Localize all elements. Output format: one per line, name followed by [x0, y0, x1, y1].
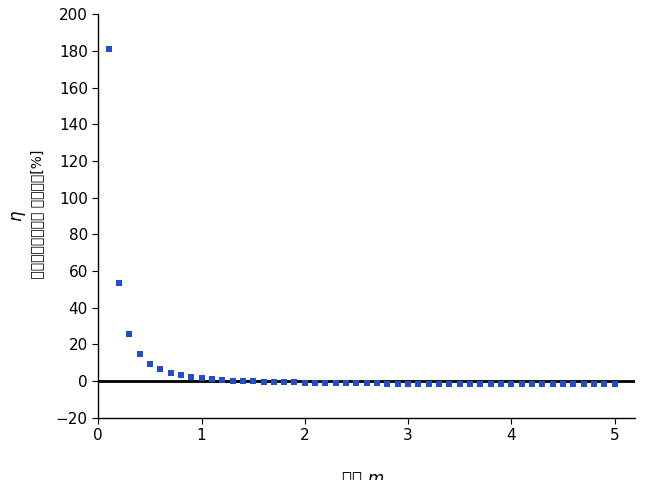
Point	[517, 380, 527, 388]
Point	[527, 380, 537, 388]
Point	[176, 372, 186, 379]
Point	[165, 369, 176, 377]
Point	[455, 380, 465, 388]
Point	[331, 379, 341, 387]
Point	[320, 379, 331, 387]
Point	[383, 380, 393, 387]
Point	[186, 373, 196, 381]
Point	[290, 379, 300, 386]
Point	[485, 380, 496, 388]
Point	[351, 380, 362, 387]
Point	[392, 380, 403, 387]
Point	[248, 378, 259, 385]
Point	[578, 380, 589, 388]
Point	[114, 279, 124, 287]
Point	[424, 380, 434, 387]
Point	[217, 376, 227, 384]
Point	[475, 380, 485, 388]
Point	[341, 379, 351, 387]
Text: $m$: $m$	[367, 470, 384, 480]
Point	[299, 379, 310, 386]
Point	[103, 46, 114, 53]
Point	[444, 380, 455, 388]
Point	[145, 360, 155, 367]
Point	[124, 330, 134, 338]
Point	[548, 380, 558, 388]
Point	[609, 380, 620, 388]
Point	[568, 380, 578, 388]
Point	[227, 377, 238, 384]
Point	[155, 365, 166, 373]
Point	[206, 375, 217, 383]
Point	[403, 380, 413, 387]
Point	[279, 378, 290, 386]
Point	[537, 380, 548, 388]
Point	[434, 380, 444, 388]
Point	[413, 380, 424, 387]
Point	[372, 380, 383, 387]
Point	[258, 378, 269, 385]
Text: $η$: $η$	[10, 210, 28, 222]
Point	[134, 350, 145, 358]
Text: の推定値の平均値 相対誤差[%]: の推定値の平均値 相対誤差[%]	[31, 149, 45, 283]
Text: 真値: 真値	[341, 470, 367, 480]
Point	[196, 374, 207, 382]
Point	[310, 379, 320, 387]
Point	[362, 380, 372, 387]
Point	[558, 380, 569, 388]
Point	[589, 380, 599, 388]
Point	[496, 380, 506, 388]
Point	[269, 378, 279, 386]
Point	[599, 380, 610, 388]
Point	[238, 377, 248, 385]
Point	[465, 380, 476, 388]
Point	[506, 380, 517, 388]
